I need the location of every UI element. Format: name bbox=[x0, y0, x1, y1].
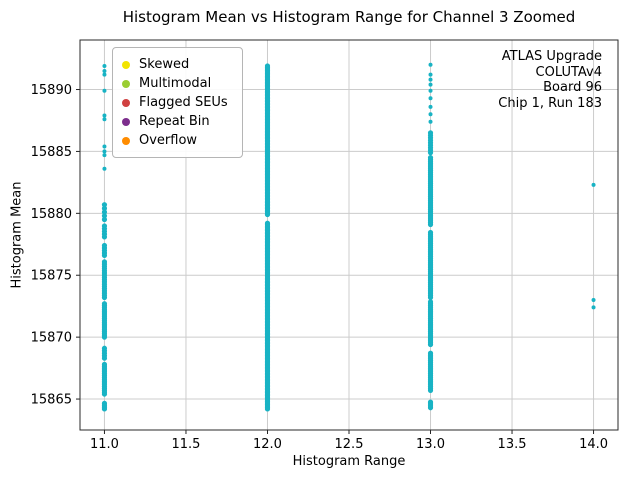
data-point bbox=[101, 361, 108, 367]
data-point bbox=[427, 350, 434, 356]
data-point bbox=[427, 299, 434, 305]
y-tick-label: 15865 bbox=[31, 393, 72, 408]
chart-title: Histogram Mean vs Histogram Range for Ch… bbox=[122, 8, 576, 26]
data-point bbox=[428, 112, 433, 117]
y-axis-label: Histogram Mean bbox=[9, 181, 25, 289]
data-point bbox=[102, 68, 107, 73]
data-point bbox=[102, 72, 107, 77]
legend-label: Multimodal bbox=[139, 76, 212, 91]
data-point bbox=[102, 88, 107, 93]
data-point bbox=[428, 104, 433, 109]
data-point bbox=[427, 130, 434, 136]
data-point bbox=[428, 72, 433, 77]
x-tick-label: 13.0 bbox=[416, 437, 445, 452]
x-tick-label: 11.0 bbox=[90, 437, 119, 452]
x-tick-label: 12.5 bbox=[335, 437, 364, 452]
annotation-line: COLUTAv4 bbox=[535, 64, 602, 80]
data-point bbox=[591, 305, 596, 310]
data-point bbox=[102, 113, 107, 118]
legend-item: Repeat Bin bbox=[122, 112, 228, 131]
data-point bbox=[591, 182, 596, 187]
y-tick-label: 15885 bbox=[31, 145, 72, 160]
legend-marker-icon bbox=[122, 117, 130, 126]
data-point bbox=[102, 64, 107, 68]
data-point bbox=[101, 259, 108, 265]
annotation-line: Board 96 bbox=[543, 80, 602, 95]
annotation-line: ATLAS Upgrade bbox=[501, 49, 602, 64]
legend-marker-icon bbox=[122, 79, 130, 88]
data-point bbox=[428, 96, 433, 101]
legend-marker-icon bbox=[122, 136, 130, 145]
data-point bbox=[264, 220, 271, 226]
y-tick-label: 15880 bbox=[31, 207, 72, 222]
data-point bbox=[428, 82, 433, 87]
legend-item: Flagged SEUs bbox=[122, 93, 228, 112]
data-point bbox=[101, 301, 108, 307]
data-point bbox=[428, 88, 433, 93]
data-point bbox=[428, 77, 433, 82]
data-point bbox=[101, 205, 108, 211]
data-point bbox=[101, 223, 108, 229]
data-point bbox=[101, 216, 108, 223]
data-point bbox=[102, 144, 107, 149]
legend-label: Flagged SEUs bbox=[139, 95, 228, 110]
y-tick-label: 15890 bbox=[31, 83, 72, 98]
legend: Skewed Multimodal Flagged SEUs Repeat Bin Ov… bbox=[112, 47, 243, 158]
x-axis-label: Histogram Range bbox=[292, 454, 406, 469]
legend-label: Skewed bbox=[139, 57, 190, 72]
data-point bbox=[427, 399, 434, 405]
data-point bbox=[102, 117, 107, 122]
x-tick-label: 12.0 bbox=[253, 437, 282, 452]
legend-marker-icon bbox=[122, 60, 130, 69]
legend-item: Multimodal bbox=[122, 74, 228, 93]
axes-border bbox=[79, 39, 619, 431]
data-point bbox=[428, 62, 433, 67]
data-point bbox=[102, 153, 107, 158]
data-point bbox=[101, 345, 108, 351]
x-tick-label: 13.5 bbox=[498, 437, 527, 452]
legend-label: Repeat Bin bbox=[139, 114, 210, 129]
data-point bbox=[101, 400, 108, 406]
x-tick-label: 14.0 bbox=[579, 437, 608, 452]
y-tick-label: 15870 bbox=[31, 331, 72, 346]
legend-label: Overflow bbox=[139, 133, 198, 148]
annotation-text: ATLAS Upgrade COLUTAv4 Board 96 Chip 1, Run… bbox=[498, 49, 602, 111]
annotation-line: Chip 1, Run 183 bbox=[498, 95, 602, 111]
data-point bbox=[101, 213, 108, 219]
data-point bbox=[101, 242, 108, 249]
data-point bbox=[102, 166, 107, 171]
data-point bbox=[591, 298, 596, 302]
legend-item: Overflow bbox=[122, 131, 228, 150]
data-point bbox=[427, 155, 434, 161]
data-point bbox=[101, 209, 108, 215]
data-point bbox=[428, 119, 433, 124]
data-point bbox=[102, 149, 107, 154]
data-point bbox=[264, 63, 271, 69]
y-tick-label: 15875 bbox=[31, 269, 72, 284]
legend-item: Skewed bbox=[122, 55, 228, 74]
data-point bbox=[101, 202, 108, 208]
data-point bbox=[427, 229, 434, 236]
legend-marker-icon bbox=[122, 98, 130, 107]
x-tick-label: 11.5 bbox=[171, 437, 200, 452]
